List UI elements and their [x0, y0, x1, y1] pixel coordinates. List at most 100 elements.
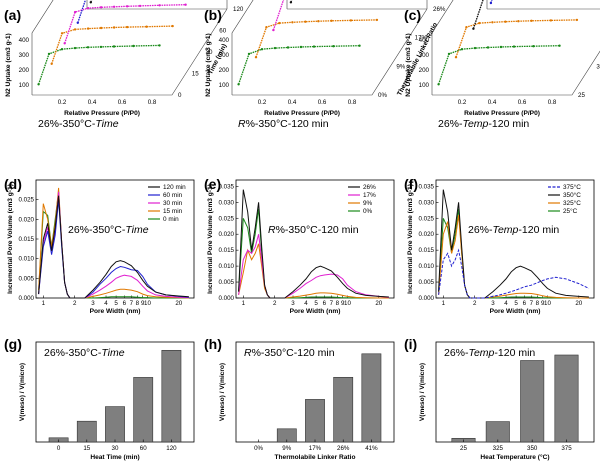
x-tick-label: 375 — [561, 445, 572, 452]
x-axis-label: Thermolabile Linker Ratio — [275, 454, 356, 461]
axis-box-bottom — [232, 8, 428, 96]
annotation-italic: Time — [101, 347, 124, 359]
isotherm-point — [304, 20, 307, 23]
panel-annotation: 26%-350°C-Time — [44, 347, 125, 359]
bar-15 — [76, 420, 97, 443]
x-tick-label: 4 — [304, 300, 308, 307]
x-tick-label: 7 — [530, 300, 534, 307]
x-tick-label: 0.6 — [518, 99, 527, 106]
x-tick-label: 8 — [336, 300, 340, 307]
y-tick-label: 0.025 — [19, 197, 35, 204]
isotherm-point — [260, 48, 264, 51]
legend-label: 15 min — [163, 208, 183, 215]
x-axis-label: Heat Time (min) — [90, 454, 139, 461]
x-tick-label: 3 — [491, 300, 495, 307]
psd-series-60 min — [38, 199, 189, 299]
isotherm-point — [171, 24, 174, 28]
annotation-italic: Temp — [463, 118, 489, 130]
y-axis-label: N2 Uptake (cm3 g-1) — [5, 33, 12, 96]
isotherm-point — [73, 10, 77, 14]
isotherm-point — [112, 45, 116, 48]
isotherm-point — [330, 19, 333, 22]
x-axis-label: Heat Temperature (°C) — [480, 453, 549, 461]
isotherm-point — [184, 3, 187, 6]
axis-box-bottom — [432, 50, 600, 96]
isotherm-point — [549, 19, 553, 22]
isotherm-series-325 — [455, 19, 577, 58]
isotherm-point — [125, 25, 129, 29]
panel-g: (g) 0 15 30 60 120 Heat Time (min) V(meso) / V(… — [4, 336, 195, 461]
y-tick-label: 100 — [219, 82, 230, 89]
isotherm-point — [254, 56, 258, 59]
y-tick-label: 0.015 — [419, 247, 435, 254]
panel-label: (b) — [204, 7, 222, 23]
legend-label: 325°C — [563, 199, 581, 207]
isotherm-point — [237, 83, 240, 86]
isotherm-point — [145, 25, 148, 28]
x-tick-label: 325 — [493, 445, 504, 452]
isotherm-point — [473, 46, 477, 50]
panel-i: (i) 25 325 350 375 Heat Temperature (°C) V(mes… — [404, 336, 595, 461]
z-tick-label: 17% — [415, 35, 428, 42]
panel-annotation: 26%-Temp-120 min — [444, 347, 535, 359]
x-tick-label: 9 — [341, 300, 345, 307]
psd-series-9% — [238, 243, 389, 299]
annotation-italic: Time — [95, 118, 118, 130]
isotherm-point — [60, 48, 64, 51]
x-tick-label: 0.6 — [118, 99, 127, 106]
annotation-suffix: -120 min — [518, 224, 559, 236]
y-axis-label: Incremental Pore Volume (cm3 g-1) — [7, 184, 14, 294]
y-tick-label: 0.000 — [19, 295, 35, 302]
isotherm-point — [575, 18, 579, 22]
bar-41% — [361, 353, 382, 443]
isotherm-point — [63, 42, 66, 45]
axis-box-left — [31, 0, 88, 95]
isotherm-point — [312, 45, 316, 48]
y-tick-label: 100 — [419, 82, 430, 89]
isotherm-point — [272, 28, 275, 32]
isotherm-point — [47, 52, 51, 56]
isotherm-point — [132, 44, 135, 48]
psd-series-15 min — [38, 187, 189, 299]
x-tick-label: 5 — [114, 300, 118, 307]
annotation-text: 26%- — [438, 118, 463, 130]
annotation-text: 26%- — [444, 347, 469, 359]
isotherm-point — [86, 27, 90, 30]
psd-series-325°C — [438, 215, 589, 299]
x-axis-label: Pore Width (nm) — [290, 308, 341, 315]
bar-350 — [520, 360, 545, 443]
isotherm-point — [291, 21, 294, 24]
isotherm-point — [158, 4, 161, 7]
x-tick-label: 4 — [104, 300, 108, 307]
bar-17% — [305, 399, 325, 443]
panel-annotation: R%-350°C-120 min — [238, 118, 329, 130]
x-tick-label: 0.2 — [58, 99, 67, 106]
isotherm-point — [517, 20, 520, 23]
annotation-text: %-350°C-120 min — [252, 347, 335, 359]
isotherm-point — [489, 1, 493, 5]
panel-a: (a) 100 200 300 400 0.2 0.4 0.6 0.8 0 15 30 60 120 Rel… — [4, 0, 244, 130]
y-tick-label: 0.005 — [419, 279, 435, 286]
y-tick-label: 0.010 — [419, 263, 435, 270]
isotherm-point — [112, 5, 116, 8]
isotherm-series-375 — [490, 0, 493, 4]
isotherm-point — [125, 5, 129, 8]
isotherm-series-350 — [472, 0, 484, 29]
x-tick-label: 0.4 — [288, 99, 297, 106]
isotherm-series-17% — [272, 0, 285, 31]
x-tick-label: 1 — [242, 300, 246, 307]
annotation-text: 26%-350°C- — [44, 347, 102, 359]
x-tick-label: 20 — [175, 300, 182, 307]
bar-375 — [554, 354, 579, 443]
psd-series-26% — [238, 189, 389, 299]
plot-frame — [435, 179, 595, 299]
y-tick-label: 100 — [19, 82, 30, 89]
bar-325 — [485, 421, 510, 443]
panel-label: (c) — [404, 7, 421, 23]
legend-label: 0 min — [163, 216, 179, 223]
isotherm-point — [73, 28, 77, 31]
x-tick-label: 30 — [112, 445, 119, 452]
x-tick-label: 9 — [141, 300, 145, 307]
panel-f: (f) 0.000 0.005 0.010 0.015 0.020 0.025 0.030 0.… — [404, 176, 595, 315]
